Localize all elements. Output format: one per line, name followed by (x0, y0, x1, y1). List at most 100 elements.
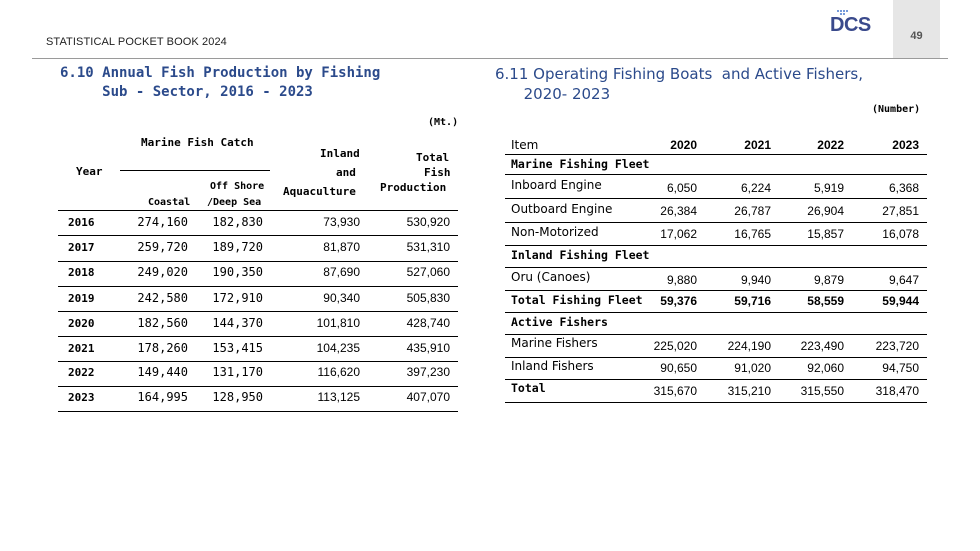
section-label: Active Fishers (511, 315, 608, 329)
year-header: Year (76, 165, 103, 178)
table-header-row: Item 2020 2021 2022 2023 (505, 131, 927, 154)
row-rule (505, 198, 927, 199)
table-row: 2019 242,580 172,910 90,340 505,830 (58, 287, 458, 312)
coastal-cell: 149,440 (137, 365, 188, 379)
year-cell: 2023 (68, 391, 95, 404)
value-2021: 224,190 (727, 339, 771, 353)
row-rule (505, 267, 927, 268)
coastal-cell: 249,020 (137, 265, 188, 279)
year-cell: 2021 (68, 342, 95, 355)
row-rule (58, 311, 458, 312)
value-2022: 58,559 (807, 294, 844, 308)
table-bottom-rule (505, 402, 927, 403)
inland-cell: 104,235 (316, 341, 360, 355)
row-rule (505, 174, 927, 175)
deep-sea-header: /Deep Sea (207, 197, 262, 208)
value-2022: 9,879 (813, 273, 844, 287)
table-row: 2020 182,560 144,370 101,810 428,740 (58, 312, 458, 337)
row-rule (505, 245, 927, 246)
value-2023: 6,368 (888, 181, 919, 195)
table-bottom-rule (58, 411, 458, 412)
fishing-boats-table: Item 2020 2021 2022 2023 Marine Fishing … (505, 131, 927, 403)
logo-dots-icon (837, 10, 848, 15)
table-row: Total Fishing Fleet 59,376 59,716 58,559… (505, 290, 927, 312)
coastal-cell: 178,260 (137, 341, 188, 355)
table-row: 2018 249,020 190,350 87,690 527,060 (58, 261, 458, 286)
table-row: 2023 164,995 128,950 113,125 407,070 (58, 386, 458, 411)
value-2023: 318,470 (875, 384, 919, 398)
total-cell: 407,070 (406, 390, 450, 404)
row-rule (505, 222, 927, 223)
value-2020: 9,880 (666, 273, 697, 287)
row-rule (58, 361, 458, 362)
value-2023: 59,944 (882, 294, 919, 308)
table-row: 2017 259,720 189,720 81,870 531,310 (58, 236, 458, 261)
value-2022: 92,060 (807, 361, 844, 375)
table-row: 2021 178,260 153,415 104,235 435,910 (58, 337, 458, 362)
header-rule (505, 154, 927, 155)
table-row: Non-Motorized 17,062 16,765 15,857 16,07… (505, 223, 927, 245)
table-row: 2016 274,160 182,830 73,930 530,920 (58, 211, 458, 236)
table-row: 2022 149,440 131,170 116,620 397,230 (58, 361, 458, 386)
coastal-cell: 164,995 (137, 390, 188, 404)
total-header: Fish (424, 166, 451, 179)
value-2020: 225,020 (653, 339, 697, 353)
row-rule (505, 357, 927, 358)
inland-header: Aquaculture (283, 185, 356, 198)
value-2021: 91,020 (734, 361, 771, 375)
value-2020: 26,384 (660, 204, 697, 218)
offshore-header: Off Shore (210, 181, 265, 192)
title-line-2: 2020- 2023 (495, 85, 611, 103)
value-2023: 223,720 (875, 339, 919, 353)
inland-cell: 73,930 (323, 215, 360, 229)
inland-cell: 116,620 (317, 365, 361, 379)
value-2023: 9,647 (888, 273, 919, 287)
value-2023: 16,078 (882, 227, 919, 241)
offshore-cell: 144,370 (212, 316, 263, 330)
year-2022-header: 2022 (817, 138, 844, 152)
table-row: Oru (Canoes) 9,880 9,940 9,879 9,647 (505, 268, 927, 290)
coastal-cell: 259,720 (137, 240, 188, 254)
value-2021: 26,787 (734, 204, 771, 218)
row-label: Oru (Canoes) (511, 270, 591, 284)
title-line-2: Sub - Sector, 2016 - 2023 (60, 84, 313, 100)
year-cell: 2019 (68, 292, 95, 305)
section-label: Marine Fishing Fleet (511, 157, 650, 171)
header-rule (120, 170, 270, 171)
table-6-10-title: 6.10 Annual Fish Production by Fishing S… (60, 64, 380, 102)
offshore-cell: 182,830 (212, 215, 263, 229)
row-rule (505, 334, 927, 335)
row-rule (58, 261, 458, 262)
inland-header: Inland (320, 147, 360, 160)
row-rule (505, 312, 927, 313)
table-row: Inland Fishers 90,650 91,020 92,060 94,7… (505, 357, 927, 379)
value-2021: 315,210 (727, 384, 771, 398)
header-bottom-rule (58, 210, 458, 211)
row-label: Total (511, 381, 546, 395)
total-cell: 505,830 (406, 291, 450, 305)
total-cell: 530,920 (406, 215, 450, 229)
year-cell: 2020 (68, 317, 95, 330)
year-cell: 2017 (68, 241, 95, 254)
book-title: STATISTICAL POCKET BOOK 2024 (46, 36, 227, 48)
inland-cell: 87,690 (323, 265, 360, 279)
table-row: Marine Fishing Fleet (505, 154, 927, 174)
value-2022: 315,550 (800, 384, 844, 398)
title-line-1: 6.11 Operating Fishing Boats and Active … (495, 65, 863, 83)
inland-cell: 81,870 (323, 240, 360, 254)
coastal-cell: 242,580 (137, 291, 188, 305)
total-cell: 435,910 (406, 341, 450, 355)
value-2020: 17,062 (660, 227, 697, 241)
unit-label: (Number) (872, 104, 921, 115)
value-2021: 6,224 (740, 181, 771, 195)
logo-text: DCS (830, 14, 871, 36)
table-row: Inland Fishing Fleet (505, 245, 927, 267)
total-header: Total (416, 151, 450, 164)
total-header: Production (380, 181, 447, 194)
table-row: Inboard Engine 6,050 6,224 5,919 6,368 (505, 175, 927, 198)
item-header: Item (511, 138, 539, 152)
value-2020: 90,650 (660, 361, 697, 375)
total-cell: 527,060 (406, 265, 450, 279)
page-number: 49 (893, 0, 940, 58)
inland-cell: 101,810 (316, 316, 360, 330)
